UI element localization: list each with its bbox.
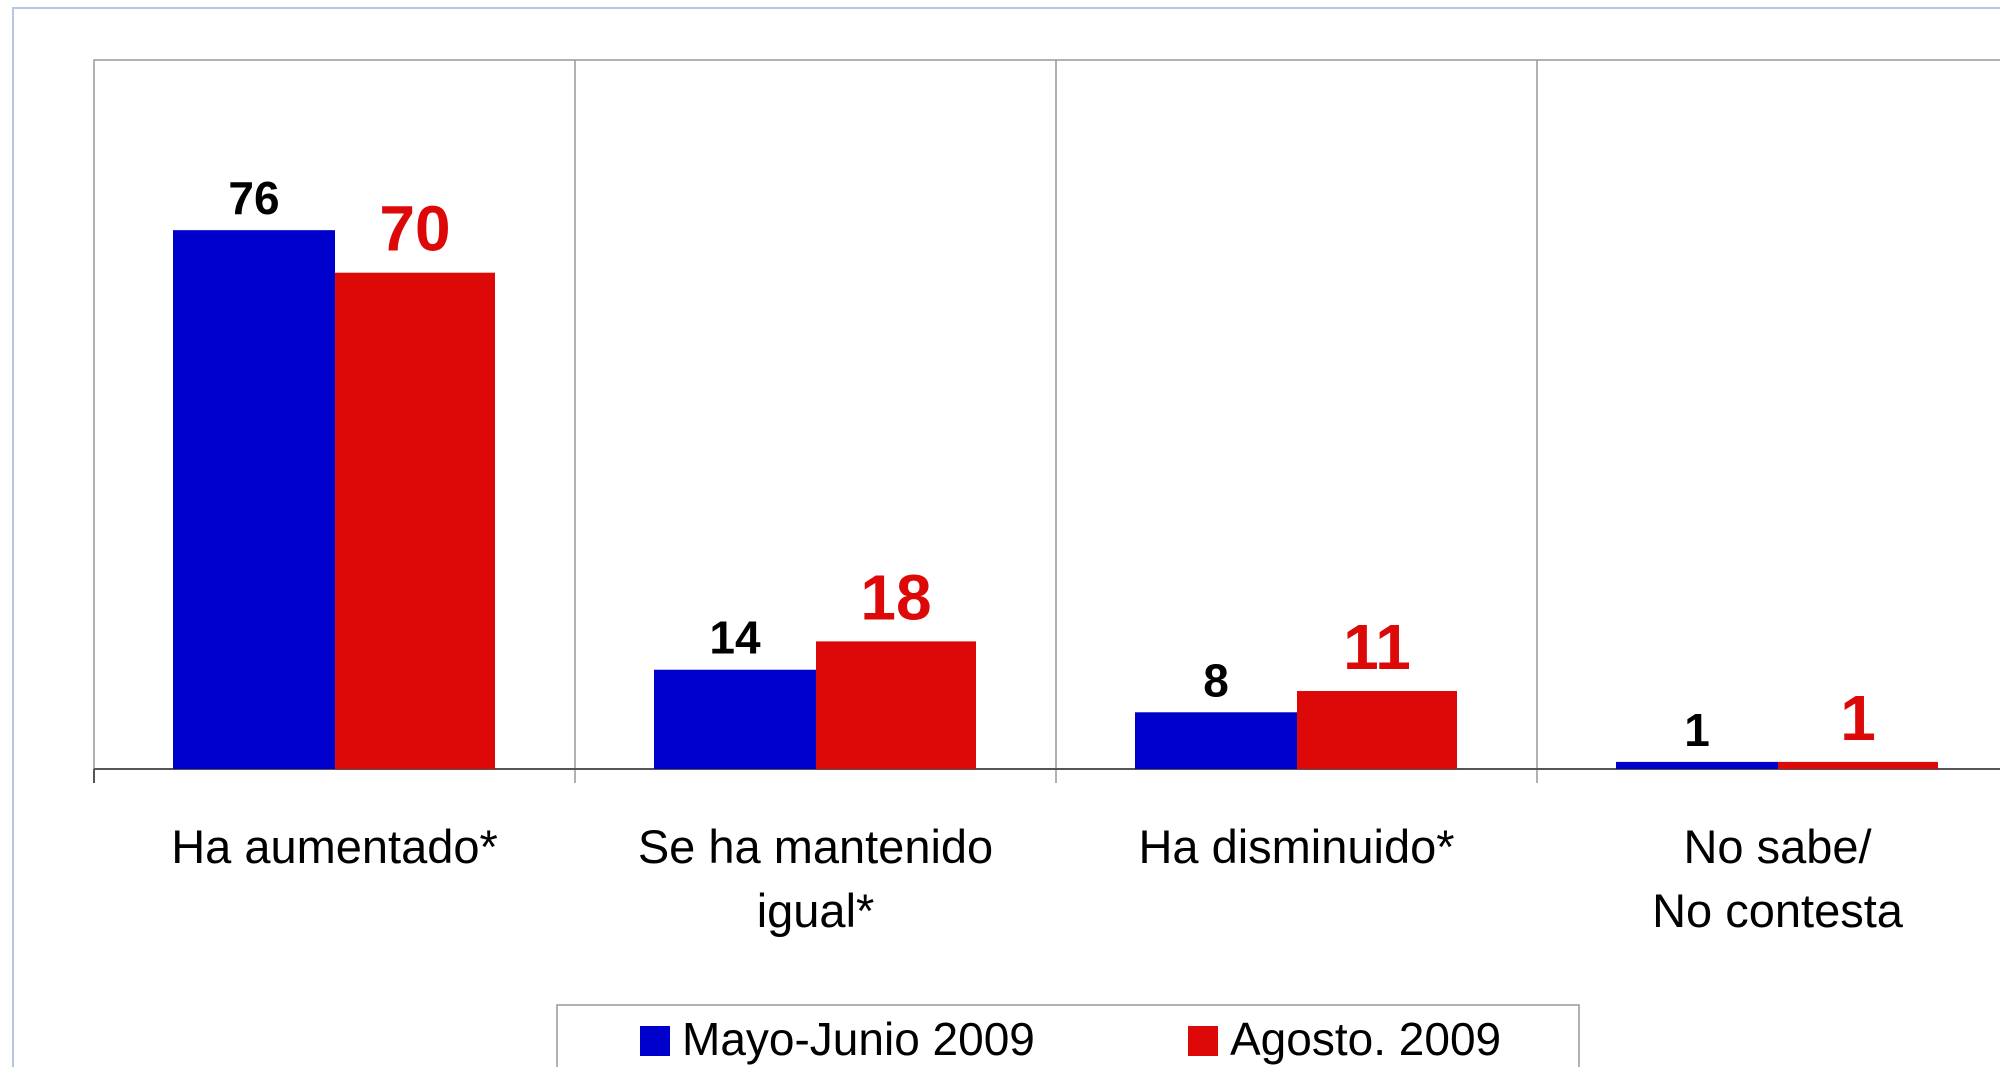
legend-label: Agosto. 2009 [1230, 1013, 1501, 1065]
legend-swatch [1188, 1026, 1218, 1056]
x-tick-label: Ha disminuido* [1138, 820, 1455, 873]
legend-label: Mayo-Junio 2009 [682, 1013, 1035, 1065]
frame [12, 7, 2000, 1067]
bar [335, 272, 495, 769]
bar [1778, 761, 1938, 769]
bar [816, 641, 976, 769]
bar [654, 669, 816, 769]
value-label: 1 [1684, 704, 1710, 756]
x-tick-label: Ha aumentado* [171, 820, 498, 873]
legend-box [556, 1004, 1580, 1067]
value-label: 8 [1203, 654, 1229, 706]
bar [1135, 712, 1297, 769]
value-label: 14 [709, 612, 761, 664]
value-label: 76 [228, 172, 279, 224]
legend-swatch [640, 1026, 670, 1056]
value-label: 70 [379, 193, 450, 265]
bar [1297, 691, 1457, 769]
value-label: 11 [1343, 611, 1411, 683]
value-label: 1 [1840, 682, 1876, 754]
x-tick-label: No sabe/ No contesta [1652, 820, 1903, 937]
bar [173, 230, 335, 769]
bar [1616, 761, 1778, 769]
x-tick-label: Se ha mantenido igual* [637, 820, 994, 937]
value-label: 18 [860, 561, 931, 633]
